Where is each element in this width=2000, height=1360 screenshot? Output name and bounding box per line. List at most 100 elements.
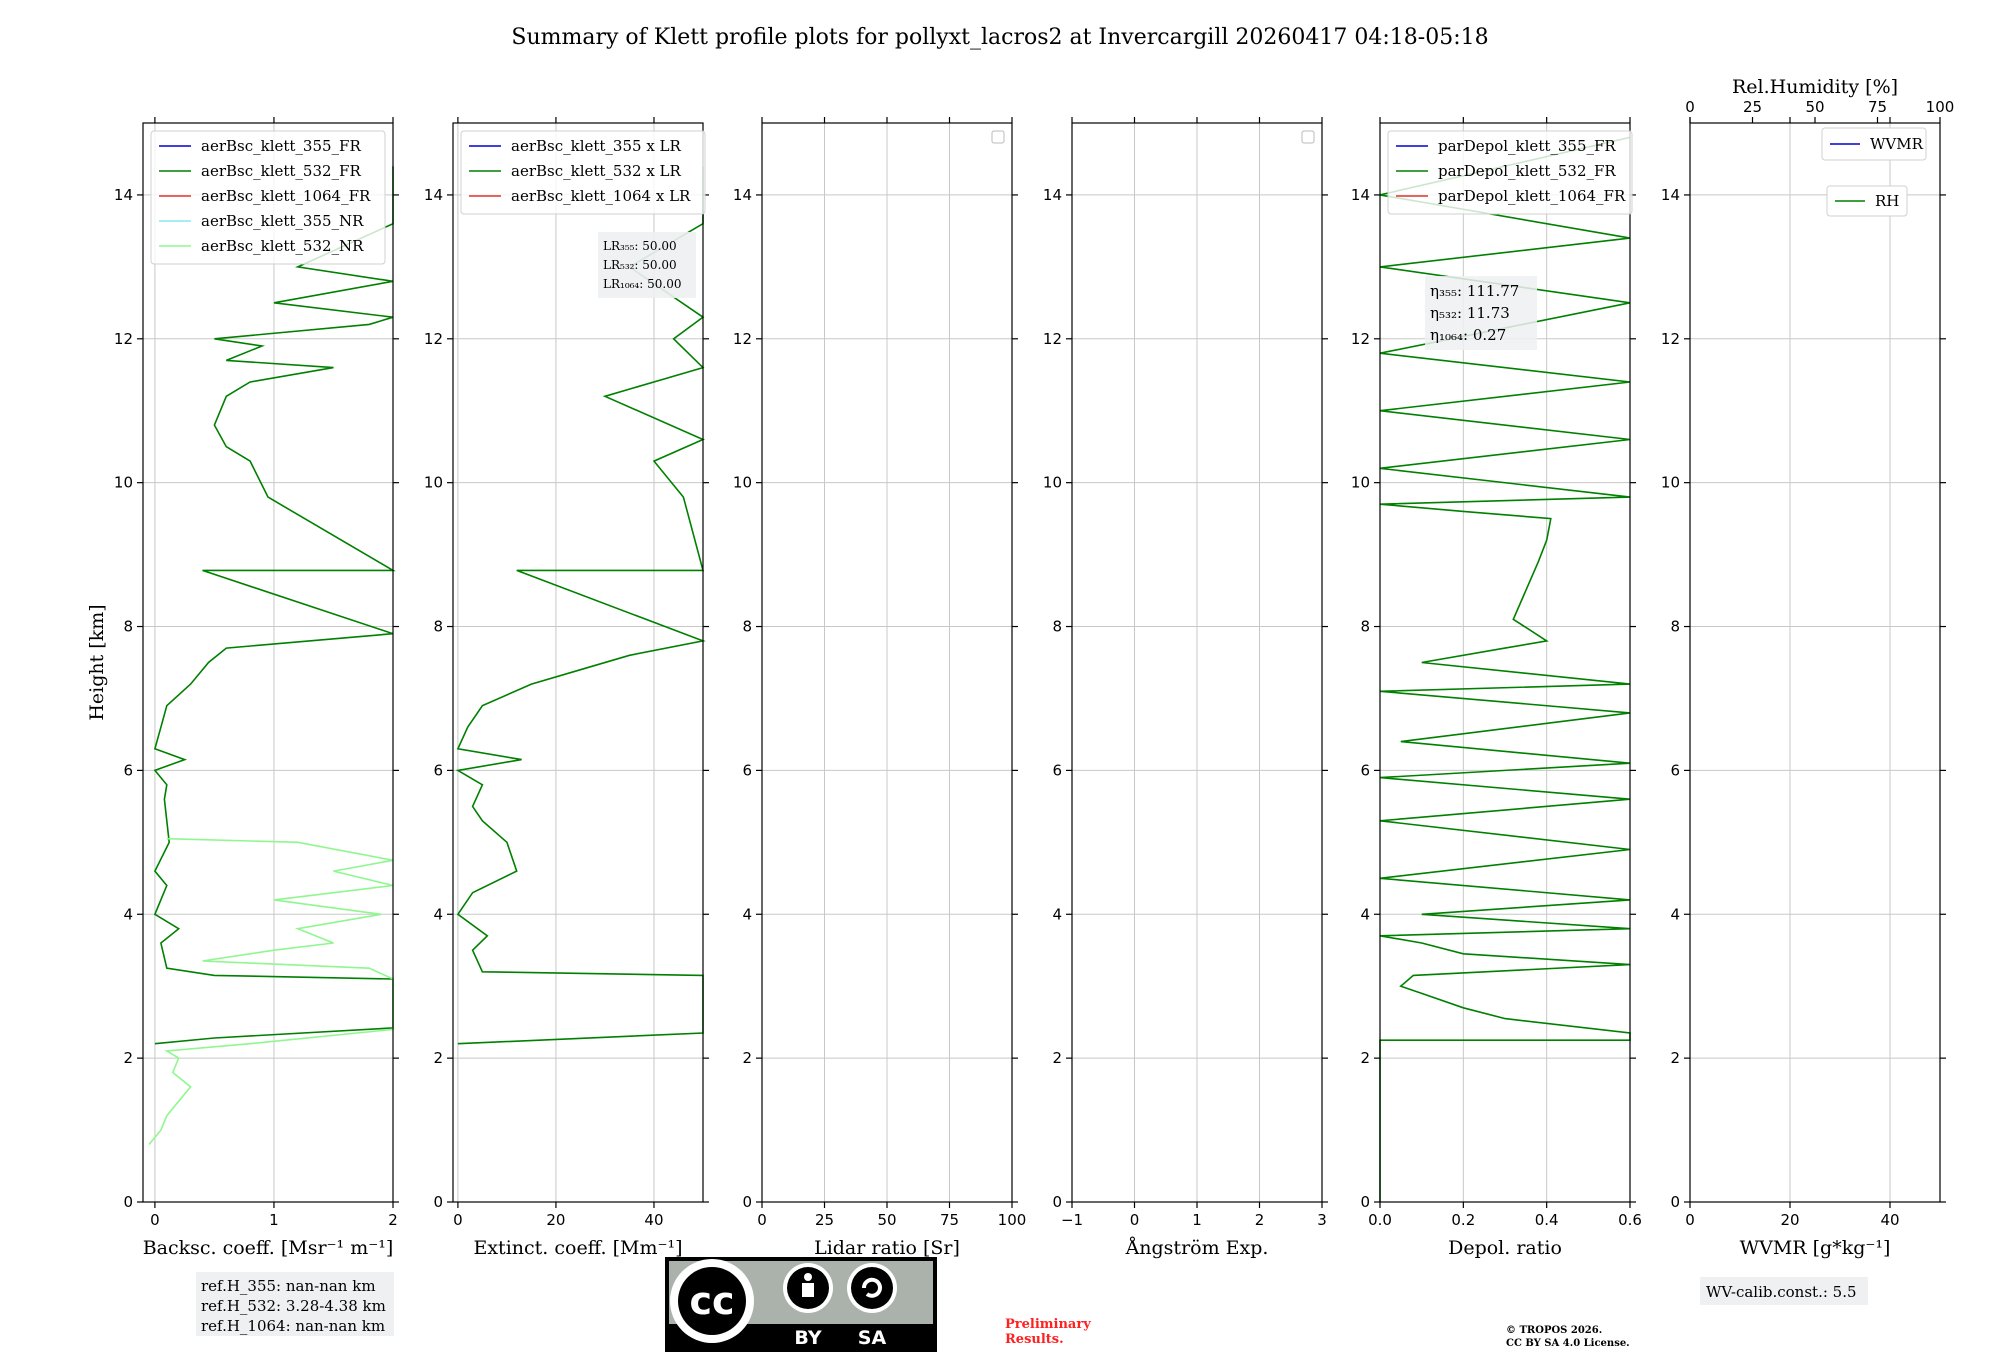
y-tick-label: 6 bbox=[123, 761, 133, 779]
legend-entry: aerBsc_klett_355 x LR bbox=[511, 137, 682, 155]
top-x-tick-label: 0 bbox=[1685, 98, 1695, 116]
y-tick-label: 8 bbox=[1360, 618, 1370, 636]
y-tick-label: 8 bbox=[123, 618, 133, 636]
y-tick-label: 12 bbox=[733, 330, 752, 348]
wv-calib-box: WV-calib.const.: 5.5 bbox=[1700, 1277, 1868, 1305]
copyright-line1: © TROPOS 2026. bbox=[1506, 1325, 1602, 1336]
by-icon-body bbox=[802, 1283, 814, 1297]
legend-entry: aerBsc_klett_1064_FR bbox=[201, 187, 371, 205]
eta-box bbox=[1425, 276, 1537, 350]
y-tick-label: 8 bbox=[1670, 618, 1680, 636]
y-tick-label: 4 bbox=[1360, 905, 1370, 923]
x-tick-label: 0 bbox=[1130, 1211, 1140, 1229]
x-tick-label: 1 bbox=[269, 1211, 279, 1229]
x-tick-label: 75 bbox=[940, 1211, 959, 1229]
y-tick-label: 14 bbox=[1043, 186, 1062, 204]
y-tick-label: 10 bbox=[1661, 474, 1680, 492]
y-tick-label: 14 bbox=[1661, 186, 1680, 204]
x-tick-label: 2 bbox=[388, 1211, 398, 1229]
x-tick-label: 0.6 bbox=[1618, 1211, 1642, 1229]
y-tick-label: 6 bbox=[742, 761, 752, 779]
ref-height-box: ref.H_355: nan-nan km ref.H_532: 3.28-4.… bbox=[196, 1272, 394, 1336]
wv-calib-bg bbox=[1700, 1277, 1868, 1305]
x-axis-label: Lidar ratio [Sr] bbox=[814, 1237, 960, 1259]
y-tick-label: 14 bbox=[1351, 186, 1370, 204]
y-tick-label: 0 bbox=[1670, 1193, 1680, 1211]
y-tick-label: 2 bbox=[742, 1049, 752, 1067]
ref-height-532: ref.H_532: 3.28-4.38 km bbox=[201, 1297, 386, 1315]
top-x-tick-label: 100 bbox=[1926, 98, 1955, 116]
legend-box bbox=[150, 130, 386, 265]
y-tick-label: 14 bbox=[114, 186, 133, 204]
x-tick-label: 0.4 bbox=[1535, 1211, 1559, 1229]
x-axis-label: Depol. ratio bbox=[1448, 1237, 1562, 1259]
x-tick-label: 0.0 bbox=[1368, 1211, 1392, 1229]
y-tick-label: 0 bbox=[123, 1193, 133, 1211]
empty-legend bbox=[1301, 130, 1315, 144]
axes-frame bbox=[452, 122, 704, 1203]
y-tick-label: 0 bbox=[1052, 1193, 1062, 1211]
y-tick-label: 8 bbox=[1052, 618, 1062, 636]
eta-label: η₅₃₂: 11.73 bbox=[1430, 304, 1510, 322]
y-tick-label: 2 bbox=[1670, 1049, 1680, 1067]
panel-lidar_ratio: 0 25 50 75 100 0 2 4 6 8 10 12 14 Lidar ratio [Sr] bbox=[733, 117, 1026, 1259]
legend-entry: aerBsc_klett_355_FR bbox=[201, 137, 361, 155]
preliminary-label: Preliminary bbox=[1005, 1317, 1091, 1332]
y-tick-label: 8 bbox=[433, 618, 443, 636]
y-tick-label: 6 bbox=[1052, 761, 1062, 779]
cc-circle-inner bbox=[678, 1267, 746, 1335]
x-tick-label: 20 bbox=[546, 1211, 565, 1229]
eta-label: η₁₀₆₄: 0.27 bbox=[1430, 326, 1506, 344]
legend-entry: aerBsc_klett_532 x LR bbox=[511, 162, 682, 180]
legend-entry: aerBsc_klett_355_NR bbox=[201, 212, 364, 230]
eta-label: η₃₅₅: 111.77 bbox=[1430, 282, 1519, 300]
legend-entry: parDepol_klett_532_FR bbox=[1438, 162, 1616, 180]
y-tick-label: 4 bbox=[123, 905, 133, 923]
x-tick-label: 50 bbox=[877, 1211, 896, 1229]
axes-frame bbox=[1379, 122, 1631, 1203]
legend-entry: aerBsc_klett_532_NR bbox=[201, 237, 364, 255]
legend-entry: WVMR bbox=[1870, 135, 1924, 153]
figure-title: Summary of Klett profile plots for polly… bbox=[511, 25, 1488, 50]
ref-height-box-bg bbox=[196, 1272, 394, 1336]
y-tick-label: 4 bbox=[742, 905, 752, 923]
legend-box bbox=[1821, 127, 1927, 161]
panel-wvmr: 0 20 40 0 2 4 6 8 10 12 14 WVMR [g*kg⁻¹] 0 25 50 75 100 R… bbox=[1661, 76, 1954, 1259]
top-axis-label: Rel.Humidity [%] bbox=[1732, 76, 1898, 98]
y-tick-label: 12 bbox=[1351, 330, 1370, 348]
cc-logo-text: cc bbox=[689, 1279, 734, 1323]
y-tick-label: 12 bbox=[114, 330, 133, 348]
series-line-aerBsc_klett_532_NR bbox=[148, 837, 394, 1146]
sa-icon-arrow bbox=[861, 1277, 882, 1298]
y-tick-label: 6 bbox=[1360, 761, 1370, 779]
x-axis-label: Backsc. coeff. [Msr⁻¹ m⁻¹] bbox=[143, 1237, 394, 1259]
x-tick-label: 0 bbox=[1685, 1211, 1695, 1229]
top-x-tick-label: 25 bbox=[1743, 98, 1762, 116]
y-tick-label: 4 bbox=[1670, 905, 1680, 923]
ref-height-1064: ref.H_1064: nan-nan km bbox=[201, 1317, 385, 1335]
x-tick-label: 0.2 bbox=[1451, 1211, 1475, 1229]
y-axis-label: Height [km] bbox=[86, 604, 108, 720]
y-tick-label: 12 bbox=[424, 330, 443, 348]
x-tick-label: 3 bbox=[1317, 1211, 1327, 1229]
empty-legend bbox=[991, 130, 1005, 144]
lidar-ratio-label: LR₅₃₂: 50.00 bbox=[603, 258, 677, 272]
lidar-ratio-label: LR₁₀₆₄: 50.00 bbox=[603, 277, 681, 291]
x-tick-label: 2 bbox=[1255, 1211, 1265, 1229]
x-tick-label: 1 bbox=[1192, 1211, 1202, 1229]
y-tick-label: 10 bbox=[1351, 474, 1370, 492]
series-line-aerBsc_klett_532 x LR bbox=[455, 166, 706, 1045]
y-tick-label: 0 bbox=[433, 1193, 443, 1211]
x-tick-label: 100 bbox=[998, 1211, 1027, 1229]
x-tick-label: 0 bbox=[150, 1211, 160, 1229]
cc-license-logo: cc BY SA bbox=[665, 1257, 937, 1352]
x-tick-label: 40 bbox=[644, 1211, 663, 1229]
y-tick-label: 4 bbox=[433, 905, 443, 923]
axes-frame bbox=[142, 122, 394, 1203]
y-tick-label: 6 bbox=[433, 761, 443, 779]
x-axis-label: WVMR [g*kg⁻¹] bbox=[1740, 1237, 1891, 1259]
